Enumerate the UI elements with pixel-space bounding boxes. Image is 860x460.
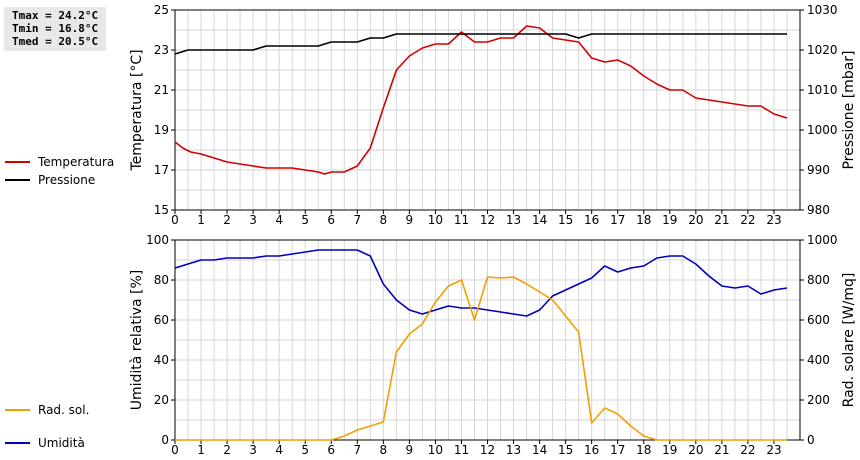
bottom-x-tick-label: 0 xyxy=(171,443,179,457)
bottom-x-tick-label: 16 xyxy=(584,443,599,457)
top-x-tick-label: 8 xyxy=(380,213,388,227)
bottom-y2-tick-label: 0 xyxy=(807,433,815,447)
bottom-x-tick-label: 22 xyxy=(740,443,755,457)
top-y2-tick-label: 1020 xyxy=(807,43,838,57)
top-x-tick-label: 9 xyxy=(406,213,414,227)
top-x-tick-label: 16 xyxy=(584,213,599,227)
top-x-tick-label: 21 xyxy=(714,213,729,227)
bottom-legend-label-1: Umidità xyxy=(38,436,85,450)
top-legend-label-2: Pressione xyxy=(38,173,95,187)
bottom-y-tick-label: 80 xyxy=(154,273,169,287)
bottom-x-tick-label: 19 xyxy=(662,443,677,457)
top-x-tick-label: 0 xyxy=(171,213,179,227)
bottom-x-tick-label: 3 xyxy=(249,443,257,457)
bottom-y2-tick-label: 800 xyxy=(807,273,830,287)
top-x-tick-label: 23 xyxy=(766,213,781,227)
top-x-tick-label: 20 xyxy=(688,213,703,227)
bottom-x-tick-label: 23 xyxy=(766,443,781,457)
top-legend-label-1: Temperatura xyxy=(37,155,114,169)
bottom-y2-tick-label: 600 xyxy=(807,313,830,327)
bottom-x-tick-label: 8 xyxy=(380,443,388,457)
top-y2-axis-title: Pressione [mbar] xyxy=(841,50,857,169)
top-y-tick-label: 21 xyxy=(154,83,169,97)
stats-box: Tmax = 24.2°C Tmin = 16.8°C Tmed = 20.5°… xyxy=(4,7,106,51)
top-x-tick-label: 22 xyxy=(740,213,755,227)
top-x-tick-label: 18 xyxy=(636,213,651,227)
top-x-tick-label: 6 xyxy=(327,213,335,227)
bottom-x-tick-label: 11 xyxy=(454,443,469,457)
top-y-tick-label: 17 xyxy=(154,163,169,177)
top-x-tick-label: 17 xyxy=(610,213,625,227)
top-y-tick-label: 19 xyxy=(154,123,169,137)
bottom-x-tick-label: 9 xyxy=(406,443,414,457)
bottom-legend-label-2: Rad. sol. xyxy=(38,403,89,417)
bottom-y2-tick-label: 400 xyxy=(807,353,830,367)
top-y2-tick-label: 990 xyxy=(807,163,830,177)
bottom-x-tick-label: 18 xyxy=(636,443,651,457)
bottom-x-tick-label: 17 xyxy=(610,443,625,457)
top-y2-tick-label: 1010 xyxy=(807,83,838,97)
top-x-tick-label: 7 xyxy=(353,213,361,227)
bottom-x-tick-label: 7 xyxy=(353,443,361,457)
top-x-tick-label: 10 xyxy=(428,213,443,227)
top-x-tick-label: 4 xyxy=(275,213,283,227)
bottom-x-tick-label: 21 xyxy=(714,443,729,457)
top-x-tick-label: 15 xyxy=(558,213,573,227)
top-x-tick-label: 5 xyxy=(301,213,309,227)
bottom-x-tick-label: 5 xyxy=(301,443,309,457)
bottom-y-tick-label: 20 xyxy=(154,393,169,407)
bottom-x-tick-label: 10 xyxy=(428,443,443,457)
top-y2-tick-label: 1030 xyxy=(807,3,838,17)
top-y2-tick-label: 980 xyxy=(807,203,830,217)
bottom-y-tick-label: 0 xyxy=(161,433,169,447)
bottom-x-tick-label: 4 xyxy=(275,443,283,457)
bottom-series-2-line xyxy=(175,276,787,441)
bottom-y-tick-label: 60 xyxy=(154,313,169,327)
top-x-tick-label: 14 xyxy=(532,213,547,227)
top-x-tick-label: 19 xyxy=(662,213,677,227)
top-x-tick-label: 11 xyxy=(454,213,469,227)
tmax-text: Tmax = 24.2°C xyxy=(12,9,99,22)
bottom-y-axis-title: Umidità relativa [%] xyxy=(129,270,145,411)
bottom-x-tick-label: 14 xyxy=(532,443,547,457)
bottom-x-tick-label: 13 xyxy=(506,443,521,457)
top-series-1-line xyxy=(174,25,788,175)
bottom-y-tick-label: 100 xyxy=(146,233,169,247)
bottom-x-tick-label: 2 xyxy=(223,443,231,457)
bottom-series-1-line xyxy=(174,249,788,317)
top-x-tick-label: 13 xyxy=(506,213,521,227)
tmin-text: Tmin = 16.8°C xyxy=(12,22,99,35)
top-x-tick-label: 2 xyxy=(223,213,231,227)
bottom-x-tick-label: 1 xyxy=(197,443,205,457)
top-y-tick-label: 25 xyxy=(154,3,169,17)
bottom-x-tick-label: 6 xyxy=(327,443,335,457)
bottom-y-tick-label: 40 xyxy=(154,353,169,367)
bottom-x-tick-label: 15 xyxy=(558,443,573,457)
bottom-x-tick-label: 20 xyxy=(688,443,703,457)
bottom-y2-axis-title: Rad. solare [W/mq] xyxy=(841,273,857,408)
top-y-tick-label: 15 xyxy=(154,203,169,217)
top-y-axis-title: Temperatura [°C] xyxy=(129,49,145,171)
tmed-text: Tmed = 20.5°C xyxy=(12,35,99,48)
bottom-y2-tick-label: 200 xyxy=(807,393,830,407)
bottom-y2-tick-label: 1000 xyxy=(807,233,838,247)
top-series-2-line xyxy=(174,33,787,55)
top-y2-tick-label: 1000 xyxy=(807,123,838,137)
top-x-tick-label: 3 xyxy=(249,213,257,227)
bottom-x-tick-label: 12 xyxy=(480,443,495,457)
top-x-tick-label: 12 xyxy=(480,213,495,227)
top-x-tick-label: 1 xyxy=(197,213,205,227)
top-y-tick-label: 23 xyxy=(154,43,169,57)
